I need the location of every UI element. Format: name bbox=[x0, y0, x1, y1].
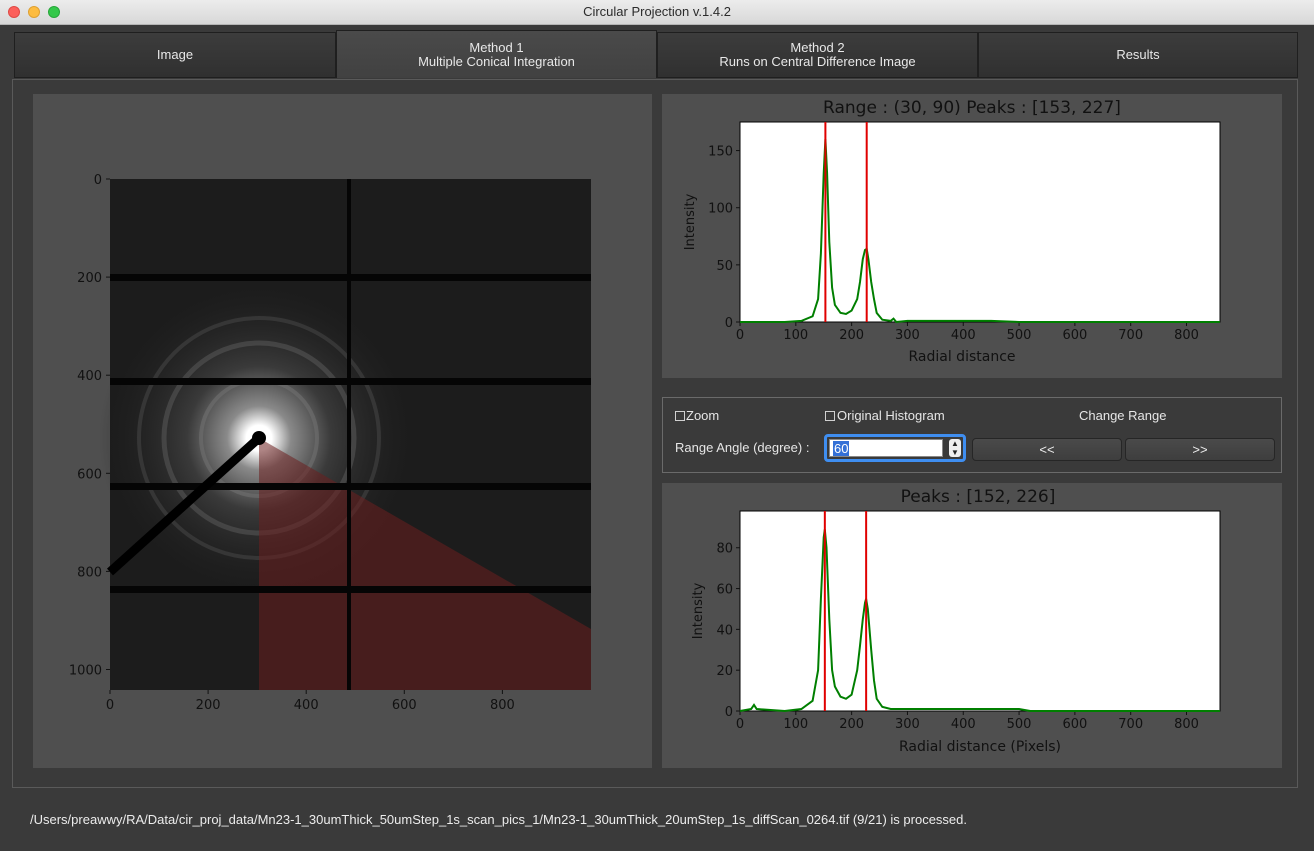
beam-stop-arm bbox=[106, 434, 263, 576]
tab-results[interactable]: Results bbox=[978, 32, 1298, 78]
tab-method-2[interactable]: Method 2 Runs on Central Difference Imag… bbox=[657, 32, 978, 78]
y-tick-label: 150 bbox=[708, 145, 733, 160]
x-tick-label: 200 bbox=[839, 717, 864, 732]
plot-area bbox=[739, 121, 1221, 323]
range-angle-label: Range Angle (degree) : bbox=[675, 440, 810, 455]
x-tick-label: 400 bbox=[951, 717, 976, 732]
change-range-label: Change Range bbox=[1079, 408, 1167, 423]
plot-area bbox=[739, 510, 1221, 712]
chart-title: Peaks : [152, 226] bbox=[901, 487, 1056, 507]
x-tick-label: 0 bbox=[736, 717, 744, 732]
chart-title: Range : (30, 90) Peaks : [153, 227] bbox=[823, 98, 1121, 118]
y-tick-label: 600 bbox=[77, 467, 102, 482]
bottom-chart-panel: Peaks : [152, 226] 0 100 200 300 400 500 600 70… bbox=[662, 483, 1282, 768]
range-angle-spinbox[interactable]: 60 ▲ ▼ bbox=[824, 434, 966, 462]
x-tick-label: 100 bbox=[783, 328, 808, 343]
x-axis-label: Radial distance (Pixels) bbox=[899, 739, 1061, 755]
zoom-window-button[interactable] bbox=[48, 6, 60, 18]
x-tick-label: 600 bbox=[1062, 328, 1087, 343]
close-window-button[interactable] bbox=[8, 6, 20, 18]
title-bar: Circular Projection v.1.4.2 bbox=[0, 0, 1314, 25]
original-histogram-label: Original Histogram bbox=[837, 408, 945, 423]
previous-range-button[interactable]: << bbox=[972, 438, 1122, 461]
x-tick-label: 400 bbox=[294, 698, 319, 713]
y-tick-label: 0 bbox=[94, 173, 102, 188]
detector-gap bbox=[347, 179, 351, 690]
y-tick-label: 0 bbox=[725, 705, 733, 720]
x-tick-label: 700 bbox=[1118, 328, 1143, 343]
y-tick-label: 800 bbox=[77, 565, 102, 580]
x-tick-label: 100 bbox=[783, 717, 808, 732]
x-tick-label: 600 bbox=[392, 698, 417, 713]
x-tick-label: 200 bbox=[196, 698, 221, 713]
x-tick-label: 0 bbox=[106, 698, 114, 713]
chart-marks: 0 100 200 300 400 500 600 700 800 0 20 40 60 80 bbox=[716, 511, 1220, 732]
image-panel: 0 200 400 600 800 0 200 400 600 800 1000 bbox=[33, 94, 652, 768]
tab-bar: Image Method 1 Multiple Conical Integrat… bbox=[14, 30, 1298, 78]
x-tick-label: 800 bbox=[1174, 717, 1199, 732]
y-axis-label: Intensity bbox=[683, 193, 698, 250]
top-chart-panel: Range : (30, 90) Peaks : [153, 227] 0 100… bbox=[662, 94, 1282, 378]
chart-marks: 0 100 200 300 400 500 600 700 800 0 50 100 150 bbox=[708, 122, 1220, 343]
x-tick-label: 500 bbox=[1007, 717, 1032, 732]
series-line bbox=[740, 139, 1220, 324]
y-tick-label: 20 bbox=[716, 664, 733, 679]
x-tick-label: 800 bbox=[1174, 328, 1199, 343]
tab-sublabel: Runs on Central Difference Image bbox=[719, 54, 916, 69]
y-tick-label: 80 bbox=[716, 542, 733, 557]
beam-center bbox=[252, 431, 266, 445]
y-tick-label: 200 bbox=[77, 271, 102, 286]
x-tick-label: 600 bbox=[1062, 717, 1087, 732]
window-title: Circular Projection v.1.4.2 bbox=[583, 4, 731, 19]
range-angle-input[interactable]: 60 bbox=[829, 439, 943, 457]
zoom-checkbox[interactable] bbox=[675, 411, 685, 421]
x-tick-label: 200 bbox=[839, 328, 864, 343]
tab-label: Method 2 bbox=[790, 40, 845, 55]
x-tick-label: 800 bbox=[490, 698, 515, 713]
y-axis-ticks: 0 200 400 600 800 1000 bbox=[69, 173, 110, 679]
y-axis-label: Intensity bbox=[691, 582, 706, 639]
tab-label: Image bbox=[156, 47, 194, 62]
bottom-chart[interactable]: Peaks : [152, 226] 0 100 200 300 400 500 600 70… bbox=[662, 483, 1282, 768]
stepper-arrows-icon[interactable]: ▲ ▼ bbox=[949, 439, 961, 457]
tab-sublabel: Multiple Conical Integration bbox=[418, 53, 575, 69]
zoom-label: Zoom bbox=[686, 408, 720, 423]
x-tick-label: 0 bbox=[736, 328, 744, 343]
top-chart[interactable]: Range : (30, 90) Peaks : [153, 227] 0 100… bbox=[662, 94, 1282, 378]
x-tick-label: 700 bbox=[1118, 717, 1143, 732]
y-tick-label: 1000 bbox=[69, 664, 102, 679]
y-tick-label: 0 bbox=[725, 316, 733, 331]
tab-label: Method 1 bbox=[469, 39, 524, 55]
y-tick-label: 60 bbox=[716, 583, 733, 598]
series-line bbox=[739, 529, 1220, 713]
y-tick-label: 50 bbox=[716, 259, 733, 274]
range-angle-value: 60 bbox=[833, 441, 850, 456]
x-axis-ticks: 0 200 400 600 800 bbox=[106, 690, 515, 713]
tab-method-1[interactable]: Method 1 Multiple Conical Integration bbox=[336, 30, 657, 78]
x-tick-label: 500 bbox=[1007, 328, 1032, 343]
status-message: /Users/preawwy/RA/Data/cir_proj_data/Mn2… bbox=[30, 812, 967, 827]
tab-image[interactable]: Image bbox=[14, 32, 336, 78]
diffraction-image-plot[interactable]: 0 200 400 600 800 0 200 400 600 800 1000 bbox=[33, 94, 652, 768]
x-tick-label: 300 bbox=[895, 328, 920, 343]
minimize-window-button[interactable] bbox=[28, 6, 40, 18]
integration-range-overlay bbox=[259, 438, 591, 690]
y-tick-label: 40 bbox=[716, 623, 733, 638]
tab-label: Results bbox=[1116, 47, 1160, 62]
original-histogram-checkbox[interactable] bbox=[825, 411, 835, 421]
x-axis-label: Radial distance bbox=[908, 349, 1015, 365]
control-panel: Zoom Original Histogram Change Range Ran… bbox=[662, 397, 1282, 473]
x-tick-label: 300 bbox=[895, 717, 920, 732]
y-tick-label: 100 bbox=[708, 202, 733, 217]
next-range-button[interactable]: >> bbox=[1125, 438, 1275, 461]
x-tick-label: 400 bbox=[951, 328, 976, 343]
y-tick-label: 400 bbox=[77, 369, 102, 384]
